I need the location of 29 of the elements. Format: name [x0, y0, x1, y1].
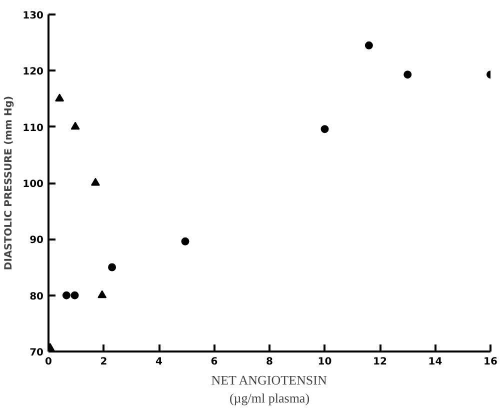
x-tick-label: 14 [428, 356, 442, 368]
x-tick-label: 8 [266, 356, 274, 368]
y-tick-label: 110 [22, 122, 44, 134]
x-tick-label: 12 [373, 356, 387, 368]
point [364, 41, 373, 50]
x-tick-label: 6 [210, 356, 218, 368]
point [62, 291, 70, 300]
x-tick-label: 4 [156, 356, 163, 368]
point [404, 70, 412, 79]
x-axis-title: NET ANGIOTENSIN (µg/ml plasma) [211, 372, 328, 406]
y-axis-title: DIASTOLIC PRESSURE (mm Hg) [4, 96, 15, 270]
point [181, 237, 190, 246]
y-tick-label: 90 [30, 235, 44, 246]
point [108, 263, 116, 272]
x-tick-label: 0 [45, 356, 52, 368]
point [90, 178, 100, 186]
point [320, 125, 329, 134]
point [98, 290, 107, 298]
point [55, 94, 64, 102]
y-tick-label: 80 [30, 291, 44, 302]
y-tick-label: 130 [22, 10, 44, 22]
y-tick-label: 120 [22, 66, 44, 78]
x-tick-label: 10 [318, 356, 332, 368]
point [70, 291, 79, 300]
y-tick-label: 70 [30, 348, 44, 358]
point [70, 122, 80, 130]
y-tick-label: 100 [22, 179, 44, 190]
x-tick-label: 16 [484, 356, 498, 368]
x-tick-label: 2 [100, 356, 108, 368]
